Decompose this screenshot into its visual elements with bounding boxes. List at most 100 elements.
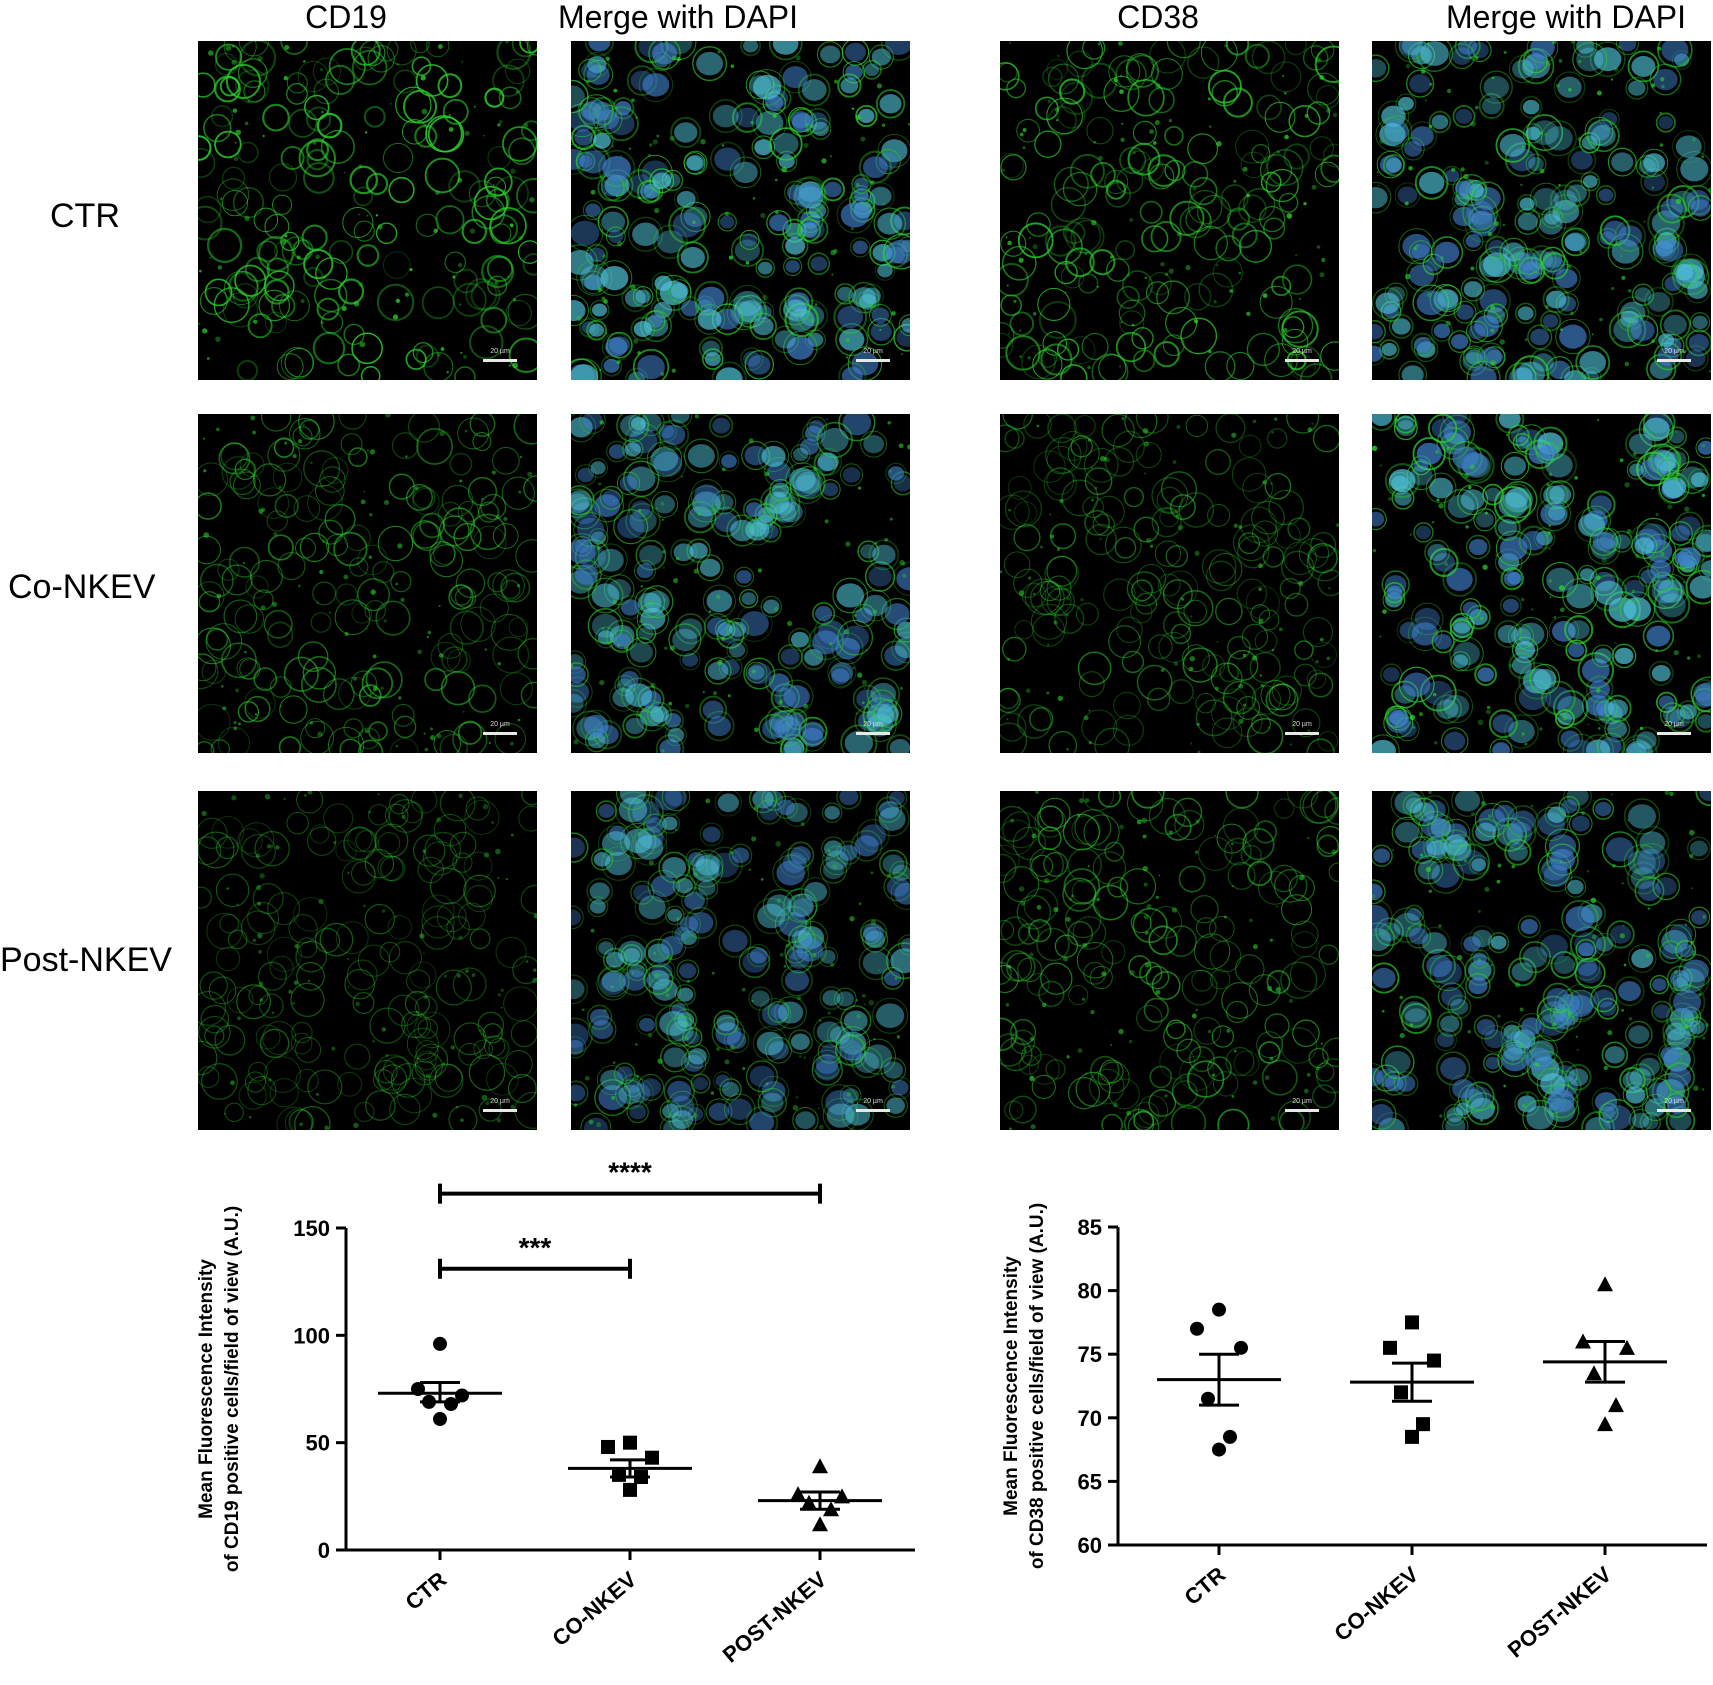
data-point bbox=[623, 1435, 637, 1450]
data-point bbox=[1405, 1315, 1419, 1330]
data-point bbox=[1223, 1429, 1237, 1444]
y-tick-label: 60 bbox=[1078, 1533, 1102, 1558]
data-point bbox=[1212, 1302, 1226, 1317]
y-tick-label: 150 bbox=[293, 1216, 330, 1241]
scale-bar: 20 µm bbox=[856, 1098, 890, 1112]
scale-bar-label: 20 µm bbox=[1292, 1098, 1312, 1105]
data-point bbox=[444, 1397, 458, 1412]
data-point bbox=[1212, 1442, 1226, 1457]
micrograph-merge2-ctr: 20 µm bbox=[1372, 41, 1711, 380]
data-point bbox=[823, 1501, 839, 1517]
header-cd19: CD19 bbox=[305, 0, 387, 35]
header-merge-dapi-2: Merge with DAPI bbox=[1445, 0, 1687, 35]
data-point bbox=[1575, 1333, 1591, 1349]
data-point bbox=[1394, 1385, 1408, 1400]
data-point bbox=[812, 1458, 828, 1474]
data-point bbox=[1619, 1339, 1635, 1355]
micrograph-cd19-post-nkev: 20 µm bbox=[198, 791, 537, 1130]
data-point bbox=[601, 1439, 615, 1454]
data-point bbox=[1586, 1365, 1602, 1381]
scale-bar: 20 µm bbox=[856, 721, 890, 735]
y-axis-label: Mean Fluorescence Intensity bbox=[196, 1259, 217, 1519]
data-point bbox=[645, 1450, 659, 1465]
row-label-post-nkev: Post-NKEV bbox=[0, 941, 172, 979]
data-point bbox=[1597, 1276, 1613, 1292]
scale-bar-label: 20 µm bbox=[1292, 721, 1312, 728]
scale-bar-label: 20 µm bbox=[1664, 348, 1684, 355]
scale-bar: 20 µm bbox=[483, 721, 517, 735]
x-tick-label: POST-NKEV bbox=[1503, 1561, 1617, 1662]
header-cd38: CD38 bbox=[1117, 0, 1199, 35]
y-tick-label: 85 bbox=[1078, 1215, 1102, 1240]
micrograph-merge1-post-nkev: 20 µm bbox=[571, 791, 910, 1130]
data-point bbox=[834, 1488, 850, 1504]
data-point bbox=[1427, 1353, 1441, 1368]
scale-bar-label: 20 µm bbox=[863, 721, 883, 728]
y-tick-label: 50 bbox=[306, 1431, 330, 1456]
cd38-intensity-chart: 60 65 70 75 80 85 CTR CO-NKEV POST-NKEV Mean Fluo… bbox=[1001, 1203, 1707, 1663]
scale-bar: 20 µm bbox=[483, 1098, 517, 1112]
micrograph-merge1-co-nkev: 20 µm bbox=[571, 414, 910, 753]
scale-bar: 20 µm bbox=[1285, 721, 1319, 735]
y-axis-label: of CD19 positive cells/field of view (A.… bbox=[222, 1206, 243, 1572]
data-point bbox=[1201, 1391, 1215, 1406]
micrograph-cd19-ctr: 20 µm bbox=[198, 41, 537, 380]
scale-bar: 20 µm bbox=[1657, 348, 1691, 362]
data-point bbox=[634, 1470, 648, 1485]
scale-bar-label: 20 µm bbox=[490, 721, 510, 728]
scale-bar-label: 20 µm bbox=[490, 1098, 510, 1105]
x-tick-label: POST-NKEV bbox=[718, 1566, 832, 1667]
data-point bbox=[623, 1482, 637, 1497]
y-tick-label: 75 bbox=[1078, 1342, 1102, 1367]
x-tick-label: CTR bbox=[401, 1567, 452, 1615]
data-point bbox=[455, 1388, 469, 1403]
y-tick-label: 0 bbox=[318, 1538, 330, 1563]
scale-bar-label: 20 µm bbox=[863, 348, 883, 355]
y-tick-label: 80 bbox=[1078, 1279, 1102, 1304]
data-point bbox=[433, 1336, 447, 1351]
x-tick-label: CO-NKEV bbox=[1329, 1561, 1423, 1646]
micrograph-cd38-co-nkev: 20 µm bbox=[1000, 414, 1339, 753]
data-point bbox=[1234, 1340, 1248, 1355]
data-point bbox=[790, 1486, 806, 1502]
micrograph-merge2-post-nkev: 20 µm bbox=[1372, 791, 1711, 1130]
data-point bbox=[1608, 1397, 1624, 1413]
x-tick-label: CTR bbox=[1180, 1562, 1231, 1610]
data-point bbox=[1383, 1340, 1397, 1355]
scale-bar-label: 20 µm bbox=[1664, 1098, 1684, 1105]
micrograph-cd38-post-nkev: 20 µm bbox=[1000, 791, 1339, 1130]
x-tick-label: CO-NKEV bbox=[547, 1566, 641, 1651]
row-label-ctr: CTR bbox=[50, 197, 120, 235]
data-point bbox=[612, 1467, 626, 1482]
data-point bbox=[1597, 1416, 1613, 1432]
data-point bbox=[1416, 1417, 1430, 1432]
data-point bbox=[1190, 1321, 1204, 1336]
y-tick-label: 100 bbox=[293, 1323, 330, 1348]
cd19-intensity-chart: 0 50 100 150 CTR CO-NKEV POST-NKEV Mean Fluores… bbox=[196, 1157, 915, 1668]
scale-bar: 20 µm bbox=[856, 348, 890, 362]
scale-bar: 20 µm bbox=[1285, 1098, 1319, 1112]
data-point bbox=[1405, 1429, 1419, 1444]
significance-label: *** bbox=[519, 1232, 552, 1263]
scale-bar-label: 20 µm bbox=[1664, 721, 1684, 728]
data-point bbox=[433, 1412, 447, 1427]
micrograph-merge2-co-nkev: 20 µm bbox=[1372, 414, 1711, 753]
significance-label: **** bbox=[608, 1157, 652, 1188]
data-point bbox=[801, 1494, 817, 1510]
data-point bbox=[812, 1516, 828, 1532]
micrograph-merge1-ctr: 20 µm bbox=[571, 41, 910, 380]
y-tick-label: 65 bbox=[1078, 1469, 1102, 1494]
data-point bbox=[411, 1382, 425, 1396]
micrograph-cd19-co-nkev: 20 µm bbox=[198, 414, 537, 753]
scale-bar: 20 µm bbox=[1657, 721, 1691, 735]
y-tick-label: 70 bbox=[1078, 1406, 1102, 1431]
row-label-co-nkev: Co-NKEV bbox=[8, 568, 156, 606]
header-merge-dapi-1: Merge with DAPI bbox=[557, 0, 799, 35]
scale-bar: 20 µm bbox=[1285, 348, 1319, 362]
scale-bar-label: 20 µm bbox=[490, 348, 510, 355]
data-point bbox=[422, 1394, 436, 1409]
scale-bar: 20 µm bbox=[483, 348, 517, 362]
scale-bar-label: 20 µm bbox=[1292, 348, 1312, 355]
scale-bar: 20 µm bbox=[1657, 1098, 1691, 1112]
y-axis-label: of CD38 positive cells/field of view (A.… bbox=[1027, 1203, 1048, 1569]
